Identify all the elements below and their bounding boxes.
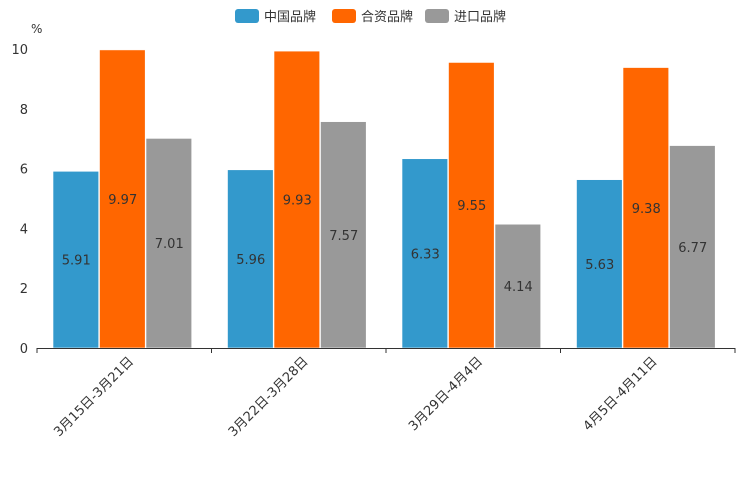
y-tick-label: 4 — [20, 222, 28, 237]
data-label: 6.33 — [411, 247, 440, 262]
bar-3-2[interactable] — [320, 121, 367, 349]
bar-1-1[interactable] — [52, 170, 100, 349]
legend-swatch-1[interactable] — [235, 9, 259, 23]
data-label: 9.93 — [283, 194, 312, 209]
data-label: 9.97 — [108, 193, 137, 208]
data-label: 7.01 — [155, 237, 184, 252]
legend: 中国品牌 合资品牌 进口品牌 — [235, 9, 506, 25]
y-axis: 0 2 4 6 8 10 — [11, 43, 28, 357]
x-category-label: 4月5日-4月11日 — [581, 354, 661, 434]
data-label: 9.38 — [632, 202, 661, 217]
y-axis-unit-label: % — [31, 22, 42, 36]
bar-3-4[interactable] — [669, 145, 716, 349]
x-category-label: 3月22日-3月28日 — [226, 354, 312, 440]
y-tick-label: 6 — [20, 163, 28, 178]
bar-2-4[interactable] — [622, 67, 670, 349]
data-label: 6.77 — [678, 241, 707, 256]
x-category-label: 3月29日-4月4日 — [406, 354, 486, 434]
bar-2-2[interactable] — [273, 50, 321, 349]
bar-3-1[interactable] — [145, 138, 193, 349]
bar-2-3[interactable] — [448, 62, 495, 349]
legend-swatch-2[interactable] — [332, 9, 356, 23]
legend-swatch-3[interactable] — [425, 9, 449, 23]
legend-label-1[interactable]: 中国品牌 — [264, 9, 316, 25]
bars: 5.91 9.97 7.01 5.96 9.93 7.57 6.33 9.55 4.14 5.63… — [52, 49, 716, 349]
legend-label-3[interactable]: 进口品牌 — [454, 9, 506, 25]
x-axis: 3月15日-3月21日 3月22日-3月28日 3月29日-4月4日 4月5日-4月1… — [36, 348, 736, 440]
data-label: 9.55 — [457, 199, 486, 214]
data-label: 7.57 — [329, 229, 358, 244]
data-label: 5.63 — [585, 258, 614, 273]
y-tick-label: 2 — [20, 282, 28, 297]
bar-1-4[interactable] — [576, 179, 623, 349]
data-label: 5.91 — [62, 254, 91, 269]
x-category-label: 3月15日-3月21日 — [51, 354, 137, 440]
bar-1-2[interactable] — [227, 169, 274, 349]
y-tick-label: 8 — [20, 103, 28, 118]
bar-2-1[interactable] — [99, 49, 146, 349]
y-tick-label: 0 — [20, 342, 28, 357]
data-label: 4.14 — [504, 280, 533, 295]
legend-label-2[interactable]: 合资品牌 — [361, 9, 413, 25]
data-label: 5.96 — [236, 253, 265, 268]
y-tick-label: 10 — [11, 43, 28, 58]
